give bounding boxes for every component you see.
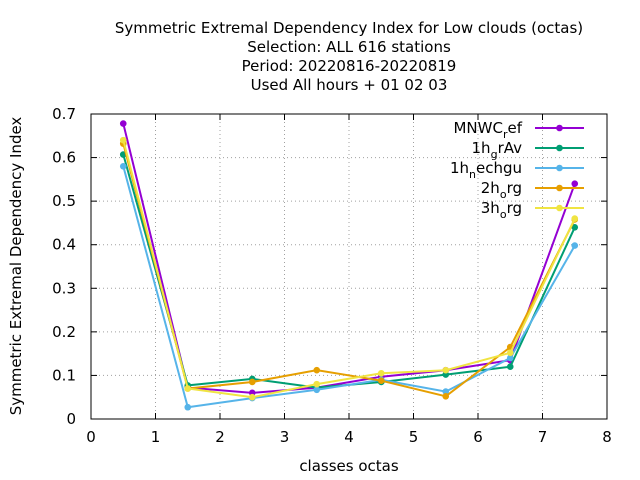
y-axis-label: Symmetric Extremal Dependency Index xyxy=(7,117,25,416)
legend-label-main: 1h xyxy=(450,159,469,177)
legend-label-main: 1h xyxy=(472,139,491,157)
legend-marker xyxy=(556,164,563,172)
title-line: Period: 20220816-20220819 xyxy=(242,57,457,75)
legend-label: MNWCref xyxy=(453,119,522,141)
data-point xyxy=(313,380,321,388)
legend-label-rest: rAv xyxy=(498,139,523,157)
legend-label: 1hnechgu xyxy=(450,159,522,181)
legend-label-main: 2h xyxy=(481,179,500,197)
legend-label-rest: rg xyxy=(507,179,522,197)
x-tick-label: 1 xyxy=(151,428,161,446)
data-point xyxy=(571,223,579,231)
y-tick-label: 0.7 xyxy=(52,105,76,123)
legend-item: MNWCref xyxy=(453,119,584,141)
chart-title: Symmetric Extremal Dependency Index for … xyxy=(115,19,583,94)
legend-label-sub: r xyxy=(503,128,508,141)
legend-item: 1hnechgu xyxy=(450,159,584,181)
data-point xyxy=(248,393,256,401)
legend-item: 1hgrAv xyxy=(472,139,584,161)
data-point xyxy=(442,388,450,395)
y-tick-label: 0.4 xyxy=(52,236,76,254)
series-4 xyxy=(119,136,579,401)
y-tick-label: 0.6 xyxy=(52,149,76,167)
legend-marker xyxy=(556,204,563,212)
legend-marker xyxy=(556,124,563,132)
data-point xyxy=(119,120,127,127)
x-axis-label: classes octas xyxy=(299,457,399,475)
x-tick-label: 4 xyxy=(344,428,354,446)
legend-label-rest: rg xyxy=(507,199,522,217)
data-point xyxy=(506,349,514,357)
data-point xyxy=(184,385,192,392)
data-point xyxy=(571,215,579,222)
legend-label-sub: n xyxy=(469,168,476,181)
data-point xyxy=(506,363,514,371)
x-tick-label: 3 xyxy=(280,428,290,446)
y-tick-label: 0 xyxy=(66,410,76,428)
x-tick-label: 7 xyxy=(538,428,548,446)
y-tick-label: 0.3 xyxy=(52,279,76,297)
y-tick-label: 0.1 xyxy=(52,366,76,384)
legend-label-main: MNWC xyxy=(453,119,502,137)
data-point xyxy=(377,377,385,384)
data-point xyxy=(119,136,127,144)
legend-label-rest: echgu xyxy=(476,159,522,177)
x-tick-label: 6 xyxy=(473,428,483,446)
series xyxy=(119,120,579,411)
y-tick-label: 0.5 xyxy=(52,192,76,210)
data-point xyxy=(442,366,450,374)
data-point xyxy=(119,162,127,170)
legend-label: 1hgrAv xyxy=(472,139,523,161)
data-point xyxy=(377,369,385,377)
legend-item: 2horg xyxy=(481,179,584,201)
y-tick-label: 0.2 xyxy=(52,323,76,341)
series-line xyxy=(122,139,576,399)
legend-label-rest: ef xyxy=(507,119,522,137)
legend-label-sub: o xyxy=(500,188,507,201)
legend-label: 2horg xyxy=(481,179,522,201)
data-point xyxy=(506,354,514,362)
title-line: Symmetric Extremal Dependency Index for … xyxy=(115,19,583,37)
data-point xyxy=(248,378,256,386)
series-line xyxy=(122,123,576,394)
legend-marker xyxy=(556,144,563,152)
data-point xyxy=(571,242,579,249)
axis-ticks: 0 1 2 3 4 5 6 7 8 0 0.1 0.2 0.3 0.4 0.5 0.6 0.7 xyxy=(52,105,612,446)
legend-label-main: 3h xyxy=(481,199,500,217)
x-tick-label: 8 xyxy=(602,428,612,446)
data-point xyxy=(313,386,321,394)
legend-marker xyxy=(556,184,563,192)
grid xyxy=(91,114,607,419)
data-point xyxy=(442,393,450,400)
data-point xyxy=(184,403,192,411)
title-line: Used All hours + 01 02 03 xyxy=(251,76,448,94)
data-point xyxy=(313,366,321,374)
x-tick-label: 5 xyxy=(409,428,419,446)
legend-item: 3horg xyxy=(481,199,584,221)
legend-label-sub: g xyxy=(491,148,498,161)
series-line xyxy=(122,166,576,409)
data-point xyxy=(571,180,579,188)
title-line: Selection: ALL 616 stations xyxy=(247,38,451,56)
x-tick-label: 2 xyxy=(215,428,225,446)
legend-label: 3horg xyxy=(481,199,522,221)
x-tick-label: 0 xyxy=(86,428,96,446)
legend-label-sub: o xyxy=(500,208,507,221)
